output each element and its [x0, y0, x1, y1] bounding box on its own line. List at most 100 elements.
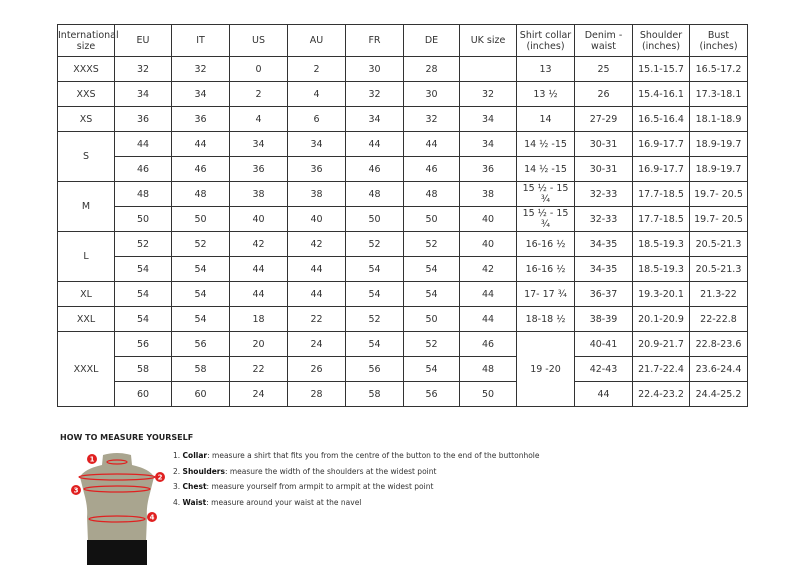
table-cell: 46 — [345, 156, 404, 182]
table-cell: 16-16 ½ — [516, 231, 575, 257]
table-cell: 40 — [459, 206, 517, 232]
table-row: XXL 54 54 18 22 52 50 44 18-18 ½ 38-39 20.1-20.9 22… — [57, 306, 748, 332]
table-cell: 40 — [287, 206, 346, 232]
column-header: EU — [114, 24, 172, 57]
collar-cell: 19 -20 — [516, 331, 575, 407]
table-cell: 28 — [403, 56, 460, 82]
table-cell: 16.5-16.4 — [632, 106, 690, 132]
table-cell: 42-43 — [574, 356, 633, 382]
table-cell: 4 — [287, 81, 346, 107]
size-cell: L — [57, 231, 115, 282]
table-cell: 15 ½ - 15 ¾ — [516, 181, 575, 207]
table-cell: 46 — [459, 331, 517, 357]
table-cell: 54 — [114, 281, 172, 307]
step-term: Collar — [182, 451, 208, 460]
table-cell: 44 — [459, 281, 517, 307]
table-cell: 42 — [459, 256, 517, 282]
table-cell: 18.1-18.9 — [689, 106, 748, 132]
table-cell: 18.9-19.7 — [689, 156, 748, 182]
size-cell: XXS — [57, 81, 115, 107]
table-cell: 44 — [114, 131, 172, 157]
column-header: Denim - waist — [574, 24, 633, 57]
table-cell: 21.7-22.4 — [632, 356, 690, 382]
table-cell: 34 — [171, 81, 230, 107]
step-text: : measure the width of the shoulders at … — [224, 466, 437, 476]
table-cell: 2 — [229, 81, 288, 107]
measurement-steps: 1. Collar: measure a shirt that fits you… — [173, 451, 540, 513]
table-row: 54 54 44 44 54 54 42 16-16 ½ 34-35 18.5-19.3 20.5-… — [58, 256, 748, 282]
table-cell: 60 — [114, 381, 172, 407]
step-text: : measure around your waist at the navel — [206, 497, 362, 507]
table-cell: 54 — [114, 256, 172, 282]
table-cell: 6 — [287, 106, 346, 132]
step-text: : measure a shirt that fits you from the… — [207, 451, 540, 460]
table-cell: 38 — [229, 181, 288, 207]
table-cell: 14 ½ -15 — [516, 156, 575, 182]
table-cell: 18.5-19.3 — [632, 256, 690, 282]
table-cell: 52 — [345, 231, 404, 257]
table-cell: 44 — [574, 381, 633, 407]
table-row: 46 46 36 36 46 46 36 14 ½ -15 30-31 16.9-17.7 18.9… — [58, 156, 748, 182]
table-cell: 44 — [171, 131, 230, 157]
table-cell: 16.9-17.7 — [632, 131, 690, 157]
measurement-step: 2. Shoulders: measure the width of the s… — [173, 467, 540, 483]
table-cell: 20 — [229, 331, 288, 357]
table-cell: 22.8-23.6 — [689, 331, 748, 357]
measurement-step: 4. Waist: measure around your waist at t… — [173, 498, 540, 514]
table-cell: 26 — [574, 81, 633, 107]
table-row: XL 54 54 44 44 54 54 44 17- 17 ¾ 36-37 19.3-20.1 21… — [57, 281, 748, 307]
column-header: Bust (inches) — [689, 24, 748, 57]
table-cell: 23.6-24.4 — [689, 356, 748, 382]
table-cell: 22 — [287, 306, 346, 332]
column-header: US — [229, 24, 288, 57]
table-cell: 30-31 — [574, 156, 633, 182]
table-cell: 34 — [229, 131, 288, 157]
table-cell: 58 — [171, 356, 230, 382]
table-cell: 17.7-18.5 — [632, 206, 690, 232]
table-row: 60 60 24 28 58 56 50 44 22.4-23.2 24.4-25.2 — [58, 381, 748, 407]
table-row: 50 50 40 40 50 50 40 15 ½ - 15 ¾ 32-33 17.7-18.5 1… — [58, 206, 748, 232]
table-cell: 56 — [345, 356, 404, 382]
table-cell: 52 — [345, 306, 404, 332]
size-cell: XXXS — [57, 56, 115, 82]
table-cell: 24.4-25.2 — [689, 381, 748, 407]
step-number: 3. — [173, 482, 181, 491]
table-cell: 20.9-21.7 — [632, 331, 690, 357]
table-cell: 54 — [345, 256, 404, 282]
table-cell: 16-16 ½ — [516, 256, 575, 282]
table-cell: 17.3-18.1 — [689, 81, 748, 107]
table-cell: 44 — [287, 281, 346, 307]
table-cell: 54 — [345, 281, 404, 307]
table-cell: 34 — [114, 81, 172, 107]
table-cell: 30-31 — [574, 131, 633, 157]
table-cell: 22-22.8 — [689, 306, 748, 332]
measurement-step: 3. Chest: measure yourself from armpit t… — [173, 482, 540, 498]
table-cell: 44 — [403, 131, 460, 157]
table-cell: 26 — [287, 356, 346, 382]
table-cell: 4 — [229, 106, 288, 132]
table-cell: 52 — [403, 231, 460, 257]
column-header: IT — [171, 24, 230, 57]
table-cell: 58 — [114, 356, 172, 382]
table-cell: 15.1-15.7 — [632, 56, 690, 82]
table-cell: 19.3-20.1 — [632, 281, 690, 307]
table-cell: 13 ½ — [516, 81, 575, 107]
marker-4: 4 — [150, 514, 155, 522]
table-cell: 24 — [229, 381, 288, 407]
table-cell: 20.1-20.9 — [632, 306, 690, 332]
table-cell: 2 — [287, 56, 346, 82]
table-cell: 44 — [229, 281, 288, 307]
column-header: Shirt collar (inches) — [516, 24, 575, 57]
table-cell: 19.7- 20.5 — [689, 206, 748, 232]
step-term: Chest — [182, 482, 207, 491]
table-cell: 48 — [171, 181, 230, 207]
table-row: M 48 48 38 38 48 48 38 15 ½ - 15 ¾ 32-33 17.7-18.5… — [57, 181, 748, 232]
table-cell: 42 — [229, 231, 288, 257]
table-cell: 50 — [345, 206, 404, 232]
table-cell: 32 — [345, 81, 404, 107]
table-row: L 52 52 42 42 52 52 40 16-16 ½ 34-35 18.5-19.3 20.5… — [57, 231, 748, 282]
table-cell: 46 — [171, 156, 230, 182]
table-cell: 22.4-23.2 — [632, 381, 690, 407]
table-cell: 34 — [459, 106, 517, 132]
table-cell: 52 — [403, 331, 460, 357]
